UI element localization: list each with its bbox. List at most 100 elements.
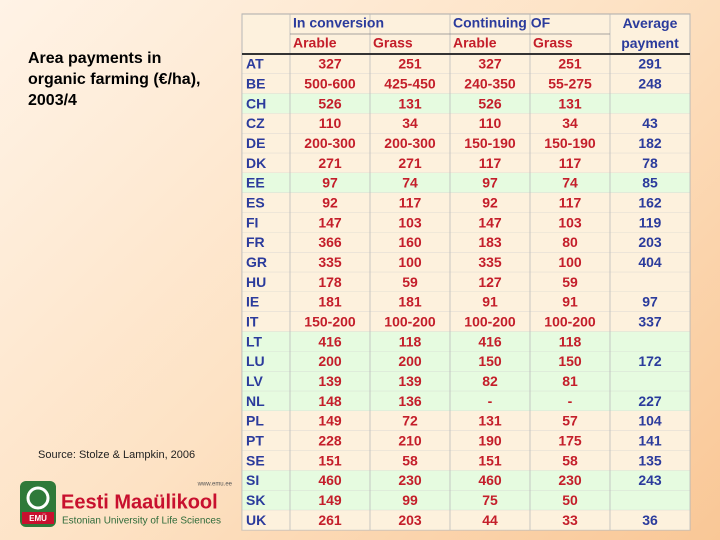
country-code: SE — [246, 452, 265, 468]
table-cell: 183 — [478, 234, 502, 250]
table-cell: 55-275 — [548, 75, 592, 91]
slide-title: Area payments in organic farming (€/ha),… — [28, 50, 201, 109]
row-background — [242, 232, 690, 253]
country-code: PT — [246, 432, 264, 448]
table-cell: 227 — [638, 393, 662, 409]
table-cell: 131 — [398, 95, 422, 111]
table-cell: 200 — [398, 353, 422, 369]
table-cell: 33 — [562, 512, 578, 528]
table-cell: 92 — [482, 194, 498, 210]
group-header: Continuing OF — [453, 15, 551, 31]
country-code: ES — [246, 194, 265, 210]
sub-header: Grass — [373, 35, 413, 51]
row-background — [242, 311, 690, 332]
country-code: IT — [246, 313, 259, 329]
table-cell: 104 — [638, 413, 662, 429]
table-cell: 131 — [558, 95, 582, 111]
row-background — [242, 133, 690, 154]
table-cell: 103 — [558, 214, 582, 230]
table-cell: 100-200 — [544, 313, 596, 329]
row-background — [242, 470, 690, 491]
group-header: In conversion — [293, 15, 384, 31]
table-cell: - — [488, 393, 493, 409]
country-code: UK — [246, 512, 266, 528]
table-cell: 117 — [399, 194, 422, 210]
table-cell: 335 — [478, 254, 502, 270]
country-code: HU — [246, 274, 266, 290]
table-cell: 59 — [402, 274, 418, 290]
table-cell: 230 — [398, 472, 422, 488]
table-cell: 57 — [562, 413, 578, 429]
table-cell: 110 — [479, 115, 502, 131]
table-cell: 117 — [559, 155, 582, 171]
table-cell: 190 — [478, 432, 502, 448]
table-cell: 91 — [482, 294, 498, 310]
table-cell: 91 — [562, 294, 578, 310]
logo-name: Eesti Maaülikool — [61, 491, 218, 513]
table-cell: 118 — [399, 333, 422, 349]
table-cell: 160 — [398, 234, 422, 250]
average-header: Average payment — [621, 15, 679, 51]
table-cell: 147 — [478, 214, 502, 230]
table-cell: 50 — [562, 492, 578, 508]
table-cell: 181 — [398, 294, 422, 310]
table-cell: 72 — [402, 413, 418, 429]
table-cell: 151 — [318, 452, 342, 468]
table-cell: 149 — [318, 492, 342, 508]
table-cell: 78 — [642, 155, 658, 171]
table-cell: 181 — [318, 294, 342, 310]
table-cell: 500-600 — [304, 75, 356, 91]
table-cell: 74 — [562, 175, 578, 191]
row-background — [242, 54, 690, 74]
country-code: AT — [246, 56, 264, 72]
table-cell: 425-450 — [384, 75, 436, 91]
table-cell: 100 — [558, 254, 582, 270]
table-cell: 36 — [642, 512, 658, 528]
country-code: PL — [246, 413, 264, 429]
table-cell: 251 — [558, 56, 582, 72]
table-cell: 203 — [638, 234, 662, 250]
country-code: LV — [246, 373, 264, 389]
table-cell: 99 — [402, 492, 418, 508]
table-cell: 460 — [318, 472, 342, 488]
table-cell: 366 — [318, 234, 342, 250]
row-background — [242, 153, 690, 173]
row-background — [242, 391, 690, 411]
table-cell: 97 — [642, 294, 658, 310]
table-cell: 80 — [562, 234, 578, 250]
row-background — [242, 192, 690, 213]
table-cell: 148 — [318, 393, 342, 409]
table-cell: 248 — [638, 75, 662, 91]
table-cell: 74 — [402, 175, 418, 191]
row-background — [242, 173, 690, 193]
country-code: SK — [246, 492, 265, 508]
table-cell: 117 — [479, 155, 502, 171]
table-cell: 327 — [318, 56, 342, 72]
row-background — [242, 272, 690, 292]
table-cell: 58 — [562, 452, 578, 468]
row-background — [242, 93, 690, 114]
table-cell: 327 — [478, 56, 502, 72]
table-cell: 100-200 — [384, 313, 436, 329]
table-cell: 139 — [318, 373, 342, 389]
table-cell: 81 — [562, 373, 578, 389]
table-cell: 172 — [638, 353, 662, 369]
table-cell: 118 — [559, 333, 582, 349]
row-background — [242, 292, 690, 312]
row-background — [242, 430, 690, 451]
table-cell: 58 — [402, 452, 418, 468]
table-cell: 150-190 — [464, 135, 516, 151]
table-cell: 139 — [398, 373, 422, 389]
table-cell: 210 — [398, 432, 422, 448]
country-code: DK — [246, 155, 266, 171]
table-cell: 147 — [318, 214, 342, 230]
table-cell: 100-200 — [464, 313, 516, 329]
country-code: DE — [246, 135, 265, 151]
row-background — [242, 450, 690, 471]
table-cell: 200-300 — [304, 135, 356, 151]
table-cell: 203 — [398, 512, 422, 528]
table-cell: 460 — [478, 472, 502, 488]
row-background — [242, 212, 690, 233]
table-cell: 151 — [478, 452, 502, 468]
table-cell: 149 — [318, 413, 342, 429]
